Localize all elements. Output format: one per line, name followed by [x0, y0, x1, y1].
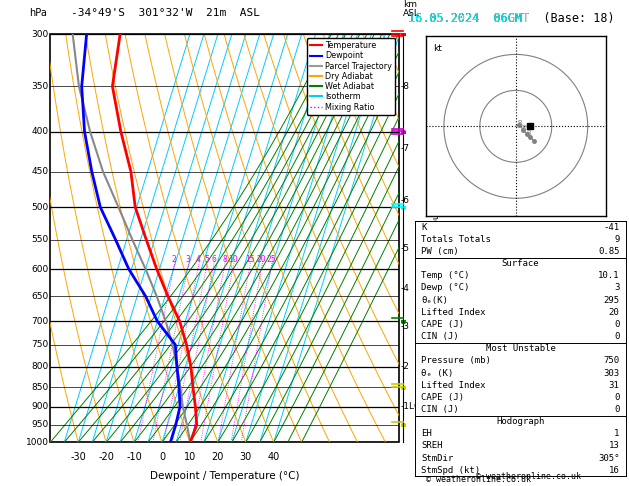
Text: 9: 9: [614, 235, 620, 244]
Text: 450: 450: [31, 167, 48, 176]
Text: 550: 550: [31, 235, 48, 244]
Text: 10: 10: [228, 255, 238, 264]
Text: 700: 700: [31, 317, 48, 326]
Text: 500: 500: [31, 203, 48, 212]
Text: Surface: Surface: [502, 259, 539, 268]
Text: Lifted Index: Lifted Index: [421, 381, 486, 390]
Text: CAPE (J): CAPE (J): [421, 320, 464, 329]
Text: 3: 3: [186, 255, 191, 264]
Text: CIN (J): CIN (J): [421, 405, 459, 414]
Text: SREH: SREH: [421, 441, 443, 451]
Text: 15: 15: [245, 255, 255, 264]
Text: 900: 900: [31, 402, 48, 411]
Text: 1000: 1000: [26, 438, 48, 447]
Text: CIN (J): CIN (J): [421, 332, 459, 341]
Text: 10.1: 10.1: [598, 271, 620, 280]
Text: Totals Totals: Totals Totals: [421, 235, 491, 244]
Text: 0: 0: [614, 320, 620, 329]
Text: R: R: [518, 120, 522, 126]
Text: 1: 1: [614, 429, 620, 438]
Text: 31: 31: [609, 381, 620, 390]
Text: 800: 800: [31, 362, 48, 371]
Text: -30: -30: [70, 452, 86, 463]
Text: R: R: [526, 130, 532, 137]
Text: 950: 950: [31, 420, 48, 429]
Text: 600: 600: [31, 264, 48, 274]
Text: -4: -4: [401, 284, 409, 293]
Text: 400: 400: [31, 127, 48, 136]
Text: 30: 30: [240, 452, 252, 463]
Text: 0: 0: [614, 405, 620, 414]
Text: 25: 25: [267, 255, 276, 264]
Text: -3: -3: [401, 322, 409, 330]
Text: 8: 8: [222, 255, 227, 264]
Text: 16: 16: [609, 466, 620, 475]
Text: Dewpoint / Temperature (°C): Dewpoint / Temperature (°C): [150, 471, 299, 481]
Text: Dewp (°C): Dewp (°C): [421, 283, 470, 293]
Text: StmDir: StmDir: [421, 453, 454, 463]
Text: K: K: [421, 223, 427, 232]
Text: -5: -5: [401, 244, 409, 253]
Text: 300: 300: [31, 30, 48, 38]
Text: 0: 0: [159, 452, 165, 463]
Text: StmSpd (kt): StmSpd (kt): [421, 466, 481, 475]
Text: Temp (°C): Temp (°C): [421, 271, 470, 280]
Text: 6: 6: [211, 255, 216, 264]
Text: -2: -2: [401, 362, 409, 371]
Text: © weatheronline.co.uk: © weatheronline.co.uk: [476, 472, 581, 481]
Text: -7: -7: [401, 143, 409, 153]
Text: 750: 750: [31, 340, 48, 349]
Text: 5: 5: [204, 255, 209, 264]
Text: 16.05.2024  06GMT  (Base: 18): 16.05.2024 06GMT (Base: 18): [408, 12, 614, 25]
Text: EH: EH: [421, 429, 432, 438]
Text: R: R: [521, 125, 526, 131]
Text: 40: 40: [267, 452, 280, 463]
Text: kt: kt: [433, 44, 442, 53]
Text: 650: 650: [31, 292, 48, 301]
Text: km
ASL: km ASL: [403, 0, 420, 17]
Text: 0.85: 0.85: [598, 247, 620, 256]
Text: -6: -6: [401, 196, 409, 205]
Text: -41: -41: [603, 223, 620, 232]
Text: 20: 20: [257, 255, 267, 264]
Text: 13: 13: [609, 441, 620, 451]
Bar: [50, 34, 399, 442]
Text: Hodograph: Hodograph: [496, 417, 545, 426]
Text: -1LCL: -1LCL: [401, 402, 426, 411]
Text: 0: 0: [614, 332, 620, 341]
Text: 3: 3: [614, 283, 620, 293]
Legend: Temperature, Dewpoint, Parcel Trajectory, Dry Adiabat, Wet Adiabat, Isotherm, Mi: Temperature, Dewpoint, Parcel Trajectory…: [307, 38, 396, 115]
Text: 350: 350: [31, 82, 48, 91]
Text: CAPE (J): CAPE (J): [421, 393, 464, 402]
Text: 0: 0: [614, 393, 620, 402]
Text: 305°: 305°: [598, 453, 620, 463]
Text: Most Unstable: Most Unstable: [486, 344, 555, 353]
Text: 16.05.2024  06GMT: 16.05.2024 06GMT: [408, 12, 529, 25]
Text: -34°49'S  301°32'W  21m  ASL: -34°49'S 301°32'W 21m ASL: [71, 8, 260, 17]
Text: 303: 303: [603, 368, 620, 378]
Text: Pressure (mb): Pressure (mb): [421, 356, 491, 365]
Text: 4: 4: [196, 255, 201, 264]
Text: 850: 850: [31, 382, 48, 392]
Text: -20: -20: [98, 452, 114, 463]
Text: hPa: hPa: [30, 8, 47, 17]
Text: © weatheronline.co.uk: © weatheronline.co.uk: [426, 474, 530, 484]
Text: 2: 2: [172, 255, 177, 264]
Text: 20: 20: [212, 452, 224, 463]
Text: 20: 20: [609, 308, 620, 317]
Text: 295: 295: [603, 295, 620, 305]
Text: θₑ(K): θₑ(K): [421, 295, 448, 305]
Text: -8: -8: [401, 82, 409, 91]
Text: Lifted Index: Lifted Index: [421, 308, 486, 317]
Text: -10: -10: [126, 452, 142, 463]
Text: θₑ (K): θₑ (K): [421, 368, 454, 378]
Text: 10: 10: [184, 452, 196, 463]
Text: Mixing Ratio (g/kg): Mixing Ratio (g/kg): [430, 195, 439, 281]
Text: 750: 750: [603, 356, 620, 365]
Text: PW (cm): PW (cm): [421, 247, 459, 256]
